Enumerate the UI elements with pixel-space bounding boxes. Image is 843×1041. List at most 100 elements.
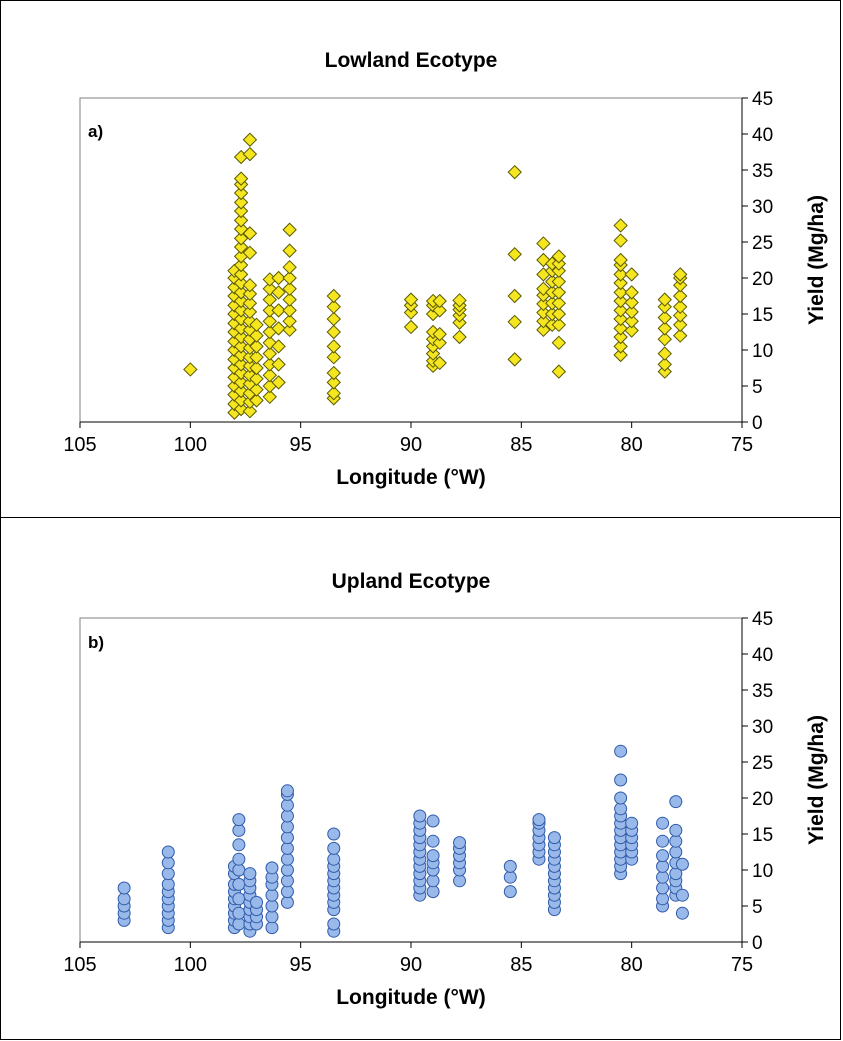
lowland-data-point: [233, 303, 249, 318]
upland-data-point: [280, 841, 294, 855]
lowland-data-point: [613, 293, 628, 309]
lowland-data-point: [613, 267, 628, 282]
lowland-data-point: [613, 311, 628, 327]
upland-panel-label: b): [88, 633, 104, 652]
upland-y-tick-label: 35: [752, 681, 773, 702]
lowland-data-point: [233, 239, 249, 255]
lowland-data-point: [551, 306, 567, 322]
lowland-data-point: [507, 352, 522, 367]
lowland-data-point: [249, 328, 264, 343]
lowland-data-point: [432, 303, 447, 318]
upland-y-tick-label: 10: [752, 861, 773, 882]
upland-data-point: [669, 845, 683, 859]
upland-chart-svg: Upland Ecotype b) 105 100 95 90 85 80 750 5 10 15 20…: [63, 570, 828, 1009]
lowland-data-point: [233, 185, 249, 201]
upland-data-point: [656, 859, 670, 873]
upland-y-tick-label: 40: [752, 645, 773, 666]
lowland-data-point: [282, 222, 297, 237]
upland-data-point: [161, 877, 175, 891]
lowland-data-point: [507, 314, 522, 330]
upland-y-tick-label: 15: [752, 825, 773, 846]
upland-x-tick-label: 105: [63, 954, 96, 976]
lowland-x-tick-label: 80: [621, 434, 643, 456]
lowland-data-point: [242, 146, 258, 162]
upland-data-point: [280, 885, 294, 899]
lowland-x-tick-label: 85: [510, 434, 532, 456]
upland-data-point: [232, 877, 246, 891]
lowland-data-point: [613, 218, 628, 233]
lowland-x-tick-label: 90: [400, 434, 422, 456]
upland-data-point: [265, 899, 279, 913]
upland-x-tick-label: 80: [621, 954, 643, 976]
lowland-data-point: [326, 324, 341, 340]
lowland-data-point: [673, 288, 688, 304]
lowland-x-tick-label: 100: [174, 434, 207, 456]
lowland-data-point: [624, 267, 639, 282]
lowland-data-point: [326, 288, 341, 304]
lowland-data-point: [242, 286, 258, 302]
upland-data-point: [656, 892, 670, 906]
upland-data-point: [232, 823, 246, 837]
upland-x-axis-label: Longitude (°W): [336, 986, 486, 1009]
upland-data-point: [669, 823, 683, 837]
lowland-data-point: [271, 339, 286, 354]
lowland-y-tick-label: 25: [752, 233, 773, 254]
lowland-data-point: [242, 245, 258, 261]
upland-data-point: [614, 744, 628, 758]
lowland-panel-label: a): [88, 122, 103, 141]
lowland-data-point: [657, 346, 672, 361]
lowland-data-point: [282, 313, 297, 329]
upland-data-point: [327, 827, 341, 841]
upland-data-point: [232, 906, 246, 920]
upland-y-tick-label: 20: [752, 789, 773, 810]
lowland-data-point: [233, 203, 249, 219]
lowland-data-point: [673, 328, 688, 343]
upland-data-point: [426, 874, 440, 888]
lowland-data-point: [233, 267, 249, 282]
lowland-y-tick-label: 35: [752, 161, 773, 182]
lowland-data-point: [271, 285, 286, 300]
upland-data-point: [280, 809, 294, 823]
lowland-data-point: [233, 393, 249, 408]
upland-x-tick-label: 95: [290, 954, 312, 976]
upland-data-point: [327, 852, 341, 866]
lowland-data-point: [551, 317, 567, 333]
lowland-data-point: [551, 285, 567, 300]
lowland-data-point: [657, 357, 672, 372]
upland-y-tick-label: 25: [752, 753, 773, 774]
lowland-data-point: [262, 313, 277, 329]
lowland-data-point: [551, 364, 567, 379]
upland-data-point: [675, 857, 689, 871]
upland-data-point: [656, 834, 670, 848]
lowland-data-point: [249, 393, 264, 408]
lowland-data-point: [432, 326, 447, 342]
lowland-x-tick-label: 95: [290, 434, 312, 456]
upland-data-point: [161, 856, 175, 870]
upland-x-tick-label: 75: [731, 954, 753, 976]
upland-data-point: [232, 917, 246, 931]
lowland-data-point: [657, 292, 672, 307]
upland-data-point: [117, 881, 131, 895]
lowland-data-point: [271, 270, 286, 286]
lowland-data-point: [282, 322, 297, 338]
lowland-data-point: [242, 226, 258, 241]
upland-data-point: [250, 895, 264, 909]
lowland-data-point: [271, 375, 286, 390]
upland-data-point: [426, 849, 440, 863]
lowland-data-point: [233, 257, 249, 273]
lowland-y-tick-label: 10: [752, 341, 773, 362]
lowland-data-point: [551, 274, 567, 289]
lowland-y-tick-label: 15: [752, 305, 773, 326]
lowland-data-point: [282, 243, 297, 258]
lowland-data-point: [657, 331, 672, 347]
upland-plot-area: [79, 617, 743, 943]
upland-data-point: [232, 892, 246, 906]
lowland-data-point: [233, 231, 249, 246]
lowland-data-point: [326, 349, 341, 365]
upland-data-point: [503, 859, 517, 873]
lowland-data-point: [624, 295, 639, 310]
lowland-data-point: [673, 299, 688, 315]
lowland-data-point: [507, 247, 522, 262]
lowland-data-point: [249, 317, 264, 333]
upland-data-point: [426, 885, 440, 899]
